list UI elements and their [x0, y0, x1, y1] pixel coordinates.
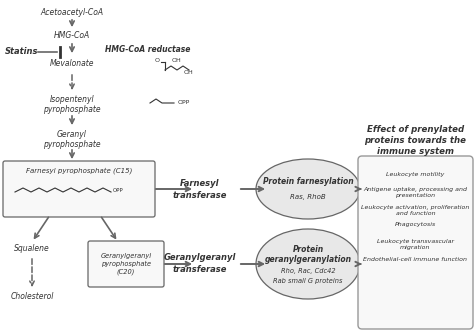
Text: Phagocytosis: Phagocytosis — [395, 222, 436, 227]
FancyBboxPatch shape — [88, 241, 164, 287]
Text: Ras, RhoB: Ras, RhoB — [290, 194, 326, 200]
Text: Cholesterol: Cholesterol — [10, 292, 54, 301]
Text: Geranylgeranyl: Geranylgeranyl — [164, 254, 236, 263]
Text: Protein: Protein — [292, 244, 324, 254]
Text: Rab small G proteins: Rab small G proteins — [273, 278, 343, 284]
Ellipse shape — [256, 229, 360, 299]
Text: Protein farnesylation: Protein farnesylation — [263, 178, 353, 187]
Text: Geranyl
pyrophosphate: Geranyl pyrophosphate — [43, 130, 101, 149]
Text: geranylgeranylation: geranylgeranylation — [264, 255, 352, 264]
Text: HMG-CoA reductase: HMG-CoA reductase — [105, 45, 191, 54]
Text: Farnesyl pyrophosphate (C15): Farnesyl pyrophosphate (C15) — [26, 167, 132, 174]
Text: Leukocyte activation, proliferation
and function: Leukocyte activation, proliferation and … — [361, 205, 470, 216]
Text: Isopentenyl
pyrophosphate: Isopentenyl pyrophosphate — [43, 95, 101, 115]
Ellipse shape — [256, 159, 360, 219]
Text: OH: OH — [184, 69, 194, 74]
Text: Geranylgeranyl
pyrophosphate
(C20): Geranylgeranyl pyrophosphate (C20) — [100, 253, 152, 275]
Text: OPP: OPP — [178, 101, 190, 106]
FancyBboxPatch shape — [3, 161, 155, 217]
Text: Effect of prenylated
proteins towards the
immune system: Effect of prenylated proteins towards th… — [365, 125, 466, 156]
Text: Statins: Statins — [5, 47, 39, 56]
Text: Rho, Rac, Cdc42: Rho, Rac, Cdc42 — [281, 268, 335, 274]
Text: Antigene uptake, processing and
presentation: Antigene uptake, processing and presenta… — [364, 187, 467, 198]
Text: Endothelial-cell immune function: Endothelial-cell immune function — [364, 257, 467, 262]
Text: OH: OH — [172, 57, 182, 62]
Text: O: O — [155, 58, 159, 63]
Text: Acetoacetyl-CoA: Acetoacetyl-CoA — [40, 8, 103, 17]
Text: transferase: transferase — [173, 191, 227, 200]
Text: Farnesyl: Farnesyl — [180, 179, 220, 188]
Text: OPP: OPP — [113, 188, 124, 193]
Text: HMG-CoA: HMG-CoA — [54, 31, 90, 40]
Text: Mevalonate: Mevalonate — [50, 59, 94, 68]
Text: transferase: transferase — [173, 266, 227, 275]
Text: Leukocyte motility: Leukocyte motility — [386, 172, 445, 177]
FancyBboxPatch shape — [358, 156, 473, 329]
Text: Leukocyte transvascular
migration: Leukocyte transvascular migration — [377, 239, 454, 250]
Text: Squalene: Squalene — [14, 244, 50, 253]
